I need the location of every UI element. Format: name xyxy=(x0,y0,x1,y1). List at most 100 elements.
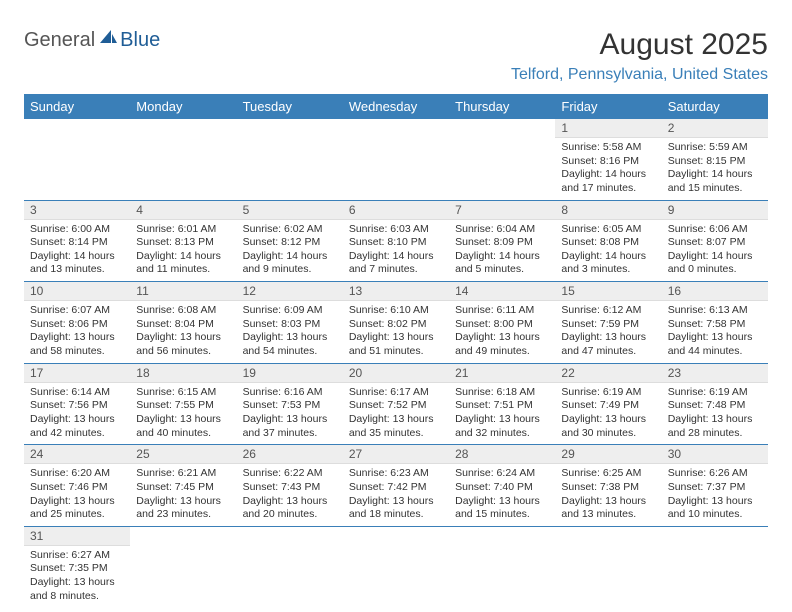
day-details: Sunrise: 6:06 AMSunset: 8:07 PMDaylight:… xyxy=(662,220,768,282)
calendar-cell: 18Sunrise: 6:15 AMSunset: 7:55 PMDayligh… xyxy=(130,363,236,445)
day-number: 23 xyxy=(662,364,768,383)
calendar-cell: 30Sunrise: 6:26 AMSunset: 7:37 PMDayligh… xyxy=(662,445,768,527)
calendar-cell: 11Sunrise: 6:08 AMSunset: 8:04 PMDayligh… xyxy=(130,282,236,364)
calendar-cell: 31Sunrise: 6:27 AMSunset: 7:35 PMDayligh… xyxy=(24,526,130,607)
calendar-cell: 3Sunrise: 6:00 AMSunset: 8:14 PMDaylight… xyxy=(24,200,130,282)
day-number: 3 xyxy=(24,201,130,220)
day-details: Sunrise: 6:00 AMSunset: 8:14 PMDaylight:… xyxy=(24,220,130,282)
calendar-cell: 5Sunrise: 6:02 AMSunset: 8:12 PMDaylight… xyxy=(237,200,343,282)
calendar-cell: 14Sunrise: 6:11 AMSunset: 8:00 PMDayligh… xyxy=(449,282,555,364)
title-block: August 2025 Telford, Pennsylvania, Unite… xyxy=(511,28,768,84)
day-details: Sunrise: 6:22 AMSunset: 7:43 PMDaylight:… xyxy=(237,464,343,526)
calendar-cell: 27Sunrise: 6:23 AMSunset: 7:42 PMDayligh… xyxy=(343,445,449,527)
calendar-cell-empty xyxy=(237,119,343,200)
day-number: 10 xyxy=(24,282,130,301)
day-details: Sunrise: 6:09 AMSunset: 8:03 PMDaylight:… xyxy=(237,301,343,363)
day-number: 12 xyxy=(237,282,343,301)
calendar-cell: 13Sunrise: 6:10 AMSunset: 8:02 PMDayligh… xyxy=(343,282,449,364)
day-details: Sunrise: 6:07 AMSunset: 8:06 PMDaylight:… xyxy=(24,301,130,363)
calendar-cell: 6Sunrise: 6:03 AMSunset: 8:10 PMDaylight… xyxy=(343,200,449,282)
day-number: 31 xyxy=(24,527,130,546)
calendar-row: 24Sunrise: 6:20 AMSunset: 7:46 PMDayligh… xyxy=(24,445,768,527)
day-number: 29 xyxy=(555,445,661,464)
logo-text-blue: Blue xyxy=(120,29,160,52)
weekday-header: Friday xyxy=(555,94,661,119)
calendar-cell-empty xyxy=(449,526,555,607)
day-number: 2 xyxy=(662,119,768,138)
day-number: 26 xyxy=(237,445,343,464)
calendar-cell: 20Sunrise: 6:17 AMSunset: 7:52 PMDayligh… xyxy=(343,363,449,445)
day-details: Sunrise: 6:01 AMSunset: 8:13 PMDaylight:… xyxy=(130,220,236,282)
calendar-cell: 29Sunrise: 6:25 AMSunset: 7:38 PMDayligh… xyxy=(555,445,661,527)
day-details: Sunrise: 6:12 AMSunset: 7:59 PMDaylight:… xyxy=(555,301,661,363)
calendar-row: 3Sunrise: 6:00 AMSunset: 8:14 PMDaylight… xyxy=(24,200,768,282)
calendar-row: 17Sunrise: 6:14 AMSunset: 7:56 PMDayligh… xyxy=(24,363,768,445)
calendar-cell: 16Sunrise: 6:13 AMSunset: 7:58 PMDayligh… xyxy=(662,282,768,364)
calendar-cell: 12Sunrise: 6:09 AMSunset: 8:03 PMDayligh… xyxy=(237,282,343,364)
calendar-cell-empty xyxy=(343,526,449,607)
day-details: Sunrise: 6:03 AMSunset: 8:10 PMDaylight:… xyxy=(343,220,449,282)
header: General Blue August 2025 Telford, Pennsy… xyxy=(24,28,768,84)
calendar-table: SundayMondayTuesdayWednesdayThursdayFrid… xyxy=(24,94,768,607)
day-number: 21 xyxy=(449,364,555,383)
day-number: 8 xyxy=(555,201,661,220)
weekday-header: Monday xyxy=(130,94,236,119)
day-details: Sunrise: 6:05 AMSunset: 8:08 PMDaylight:… xyxy=(555,220,661,282)
calendar-cell-empty xyxy=(343,119,449,200)
day-details: Sunrise: 6:25 AMSunset: 7:38 PMDaylight:… xyxy=(555,464,661,526)
calendar-cell: 26Sunrise: 6:22 AMSunset: 7:43 PMDayligh… xyxy=(237,445,343,527)
day-details: Sunrise: 6:16 AMSunset: 7:53 PMDaylight:… xyxy=(237,383,343,445)
logo: General Blue xyxy=(24,28,160,52)
calendar-cell-empty xyxy=(449,119,555,200)
calendar-row: 10Sunrise: 6:07 AMSunset: 8:06 PMDayligh… xyxy=(24,282,768,364)
day-number: 28 xyxy=(449,445,555,464)
calendar-cell: 21Sunrise: 6:18 AMSunset: 7:51 PMDayligh… xyxy=(449,363,555,445)
day-details: Sunrise: 6:11 AMSunset: 8:00 PMDaylight:… xyxy=(449,301,555,363)
weekday-header-row: SundayMondayTuesdayWednesdayThursdayFrid… xyxy=(24,94,768,119)
page-title-location: Telford, Pennsylvania, United States xyxy=(511,66,768,84)
day-number: 24 xyxy=(24,445,130,464)
day-number: 5 xyxy=(237,201,343,220)
day-details: Sunrise: 6:08 AMSunset: 8:04 PMDaylight:… xyxy=(130,301,236,363)
day-details: Sunrise: 5:58 AMSunset: 8:16 PMDaylight:… xyxy=(555,138,661,200)
day-details: Sunrise: 6:26 AMSunset: 7:37 PMDaylight:… xyxy=(662,464,768,526)
calendar-row: 31Sunrise: 6:27 AMSunset: 7:35 PMDayligh… xyxy=(24,526,768,607)
calendar-body: 1Sunrise: 5:58 AMSunset: 8:16 PMDaylight… xyxy=(24,119,768,607)
calendar-cell: 28Sunrise: 6:24 AMSunset: 7:40 PMDayligh… xyxy=(449,445,555,527)
day-details: Sunrise: 6:20 AMSunset: 7:46 PMDaylight:… xyxy=(24,464,130,526)
day-number: 4 xyxy=(130,201,236,220)
logo-sail-icon xyxy=(97,28,119,52)
calendar-cell-empty xyxy=(662,526,768,607)
day-details: Sunrise: 6:04 AMSunset: 8:09 PMDaylight:… xyxy=(449,220,555,282)
day-number: 30 xyxy=(662,445,768,464)
weekday-header: Tuesday xyxy=(237,94,343,119)
calendar-cell: 17Sunrise: 6:14 AMSunset: 7:56 PMDayligh… xyxy=(24,363,130,445)
calendar-row: 1Sunrise: 5:58 AMSunset: 8:16 PMDaylight… xyxy=(24,119,768,200)
day-number: 27 xyxy=(343,445,449,464)
day-number: 1 xyxy=(555,119,661,138)
day-number: 16 xyxy=(662,282,768,301)
day-details: Sunrise: 6:21 AMSunset: 7:45 PMDaylight:… xyxy=(130,464,236,526)
day-details: Sunrise: 6:17 AMSunset: 7:52 PMDaylight:… xyxy=(343,383,449,445)
calendar-cell: 4Sunrise: 6:01 AMSunset: 8:13 PMDaylight… xyxy=(130,200,236,282)
calendar-cell: 19Sunrise: 6:16 AMSunset: 7:53 PMDayligh… xyxy=(237,363,343,445)
weekday-header: Thursday xyxy=(449,94,555,119)
day-number: 9 xyxy=(662,201,768,220)
day-number: 13 xyxy=(343,282,449,301)
day-number: 20 xyxy=(343,364,449,383)
day-details: Sunrise: 6:19 AMSunset: 7:49 PMDaylight:… xyxy=(555,383,661,445)
day-number: 25 xyxy=(130,445,236,464)
day-details: Sunrise: 6:15 AMSunset: 7:55 PMDaylight:… xyxy=(130,383,236,445)
day-details: Sunrise: 6:19 AMSunset: 7:48 PMDaylight:… xyxy=(662,383,768,445)
day-details: Sunrise: 6:27 AMSunset: 7:35 PMDaylight:… xyxy=(24,546,130,608)
calendar-cell-empty xyxy=(555,526,661,607)
day-details: Sunrise: 6:18 AMSunset: 7:51 PMDaylight:… xyxy=(449,383,555,445)
calendar-cell: 22Sunrise: 6:19 AMSunset: 7:49 PMDayligh… xyxy=(555,363,661,445)
day-number: 11 xyxy=(130,282,236,301)
weekday-header: Saturday xyxy=(662,94,768,119)
day-details: Sunrise: 6:02 AMSunset: 8:12 PMDaylight:… xyxy=(237,220,343,282)
day-details: Sunrise: 6:14 AMSunset: 7:56 PMDaylight:… xyxy=(24,383,130,445)
calendar-cell-empty xyxy=(237,526,343,607)
day-number: 14 xyxy=(449,282,555,301)
day-number: 7 xyxy=(449,201,555,220)
